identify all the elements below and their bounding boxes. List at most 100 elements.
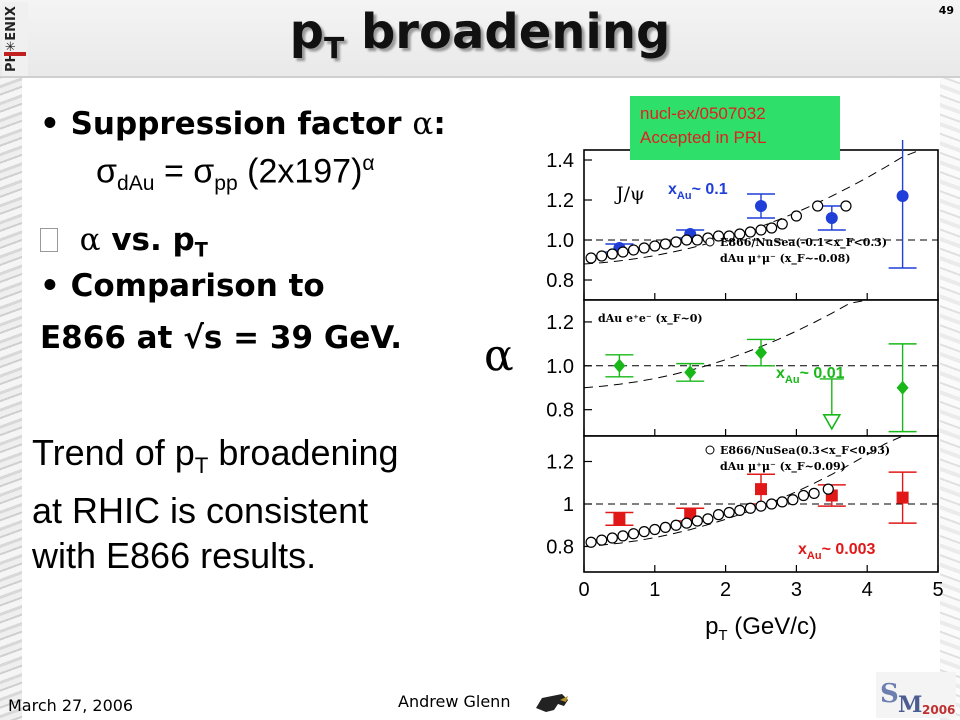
xau-label-3: xAu~ 0.003 [798, 541, 876, 562]
data-point-square [896, 491, 909, 504]
data-point-open-circle [659, 521, 672, 533]
footer-author: Andrew Glenn [398, 692, 511, 711]
x-tick-label: 1 [649, 579, 660, 601]
data-point-open-circle [606, 248, 618, 260]
legend-entry: dAu μ⁺μ⁻ (x_F~-0.08) [720, 252, 850, 266]
legend-entry: dAu e⁺e⁻ (x_F~0) [598, 312, 703, 326]
reference-box: nucl-ex/0507032 Accepted in PRL [630, 96, 840, 160]
y-tick-label: 1.0 [546, 230, 574, 252]
data-point-square [755, 483, 767, 496]
data-point-open-circle [808, 487, 820, 499]
data-point-open-circle [627, 528, 640, 540]
data-point-circle [825, 212, 838, 224]
data-point-open-circle [649, 523, 661, 536]
trend-line-2: at RHIC is consistent [32, 489, 369, 531]
slide-number: 49 [938, 4, 954, 17]
y-tick-label: 1.2 [546, 312, 574, 334]
data-point-open-circle [755, 500, 767, 512]
title-band [0, 0, 960, 78]
data-point-open-circle [755, 224, 767, 236]
data-point-open-circle [585, 252, 597, 264]
data-point-diamond [896, 380, 909, 395]
y-tick-label: 1.2 [546, 190, 574, 212]
bullet-alpha-vs-pt: α vs. pT [40, 222, 208, 262]
data-point-diamond [613, 358, 626, 373]
data-point-open-circle [766, 222, 778, 234]
data-point-diamond [755, 345, 767, 360]
data-point-open-circle [776, 496, 788, 508]
bullet-suppression-factor: • Suppression factor α: [40, 106, 446, 142]
y-tick-label: 0.8 [546, 270, 574, 292]
data-point-open-circle [617, 530, 629, 542]
data-point-open-circle [638, 242, 650, 254]
right-marble-border [940, 0, 960, 720]
data-point-open-circle [776, 218, 788, 230]
bullet-comparison: • Comparison to [40, 268, 325, 304]
data-point-open-circle [812, 200, 824, 212]
reference-status: Accepted in PRL [640, 128, 767, 147]
svg-text:M: M [898, 692, 922, 718]
data-point-open-circle [734, 228, 746, 240]
left-marble-border [0, 0, 22, 720]
data-point-open-circle [585, 536, 597, 548]
y-axis-symbol: α [484, 330, 514, 381]
data-point-open-circle [840, 200, 852, 212]
data-point-open-circle [681, 517, 693, 529]
x-axis-title: pT (GeV/c) [705, 613, 817, 644]
legend-entry: E866/NuSea(0.3<x_F<0.93) [720, 444, 890, 458]
y-tick-label: 0.8 [546, 537, 574, 559]
legend-marker-open-circle [705, 445, 715, 455]
sqm2006-logo-icon: S M 2006 [876, 672, 956, 718]
trend-line-3: with E866 results. [32, 534, 317, 576]
data-point-open-circle [744, 226, 756, 238]
data-point-circle [896, 190, 909, 202]
legend-entry: dAu μ⁺μ⁻ (x_F~0.09) [720, 460, 846, 474]
data-point-open-circle [790, 210, 802, 222]
data-point-open-triangle-down [822, 414, 842, 431]
data-point-open-circle [681, 234, 693, 246]
data-point-open-circle [596, 250, 608, 262]
data-point-open-circle [822, 483, 834, 495]
y-tick-label: 1.4 [546, 150, 574, 172]
data-point-open-circle [702, 513, 714, 525]
panel-frame-2 [583, 299, 939, 437]
data-point-open-circle [627, 244, 640, 256]
missing-glyph-icon [40, 228, 58, 252]
trend-line-1: Trend of pT broadening [32, 432, 399, 478]
data-point-open-circle [670, 236, 682, 248]
data-point-open-circle [744, 502, 756, 514]
x-tick-label: 0 [578, 579, 589, 601]
svg-text:S: S [880, 679, 899, 709]
slide-title: pT broadening [289, 4, 671, 67]
data-point-open-circle [734, 504, 746, 516]
x-tick-label: 2 [720, 579, 731, 601]
phenix-logo-icon: PH✳ENIX [2, 2, 28, 76]
jpsi-label: J/ψ [614, 183, 645, 205]
alpha-vs-pt-chart: 0.8 1.0 1.2 1.4 E866/NuSea(-0.1<x_F<0.3) dAu … [546, 140, 944, 644]
xau-label-1: xAu~ 0.1 [668, 181, 728, 202]
xau-label-2: xAu~ 0.01 [776, 365, 845, 386]
data-point-open-circle [638, 526, 650, 538]
data-point-open-circle [787, 494, 799, 506]
svg-text:2006: 2006 [922, 703, 955, 717]
data-point-open-circle [596, 534, 608, 546]
y-tick-label: 1.0 [546, 356, 574, 378]
trend-statement: Trend of pT broadening at RHIC is consis… [32, 430, 492, 578]
data-point-open-circle [712, 509, 725, 521]
y-tick-label: 1.2 [546, 452, 574, 474]
legend-entry: E866/NuSea(-0.1<x_F<0.3) [720, 236, 887, 250]
legend-marker-open-circle [705, 237, 715, 247]
data-point-open-circle [723, 230, 735, 242]
x-tick-label: 5 [932, 579, 943, 601]
bullet-e866: E866 at √s = 39 GeV. [40, 320, 403, 356]
data-point-open-circle [691, 515, 703, 527]
buffalo-logo-icon [536, 694, 568, 712]
data-point-open-circle [649, 240, 661, 252]
suppression-formula: σdAu = σpp (2x197)α [96, 152, 375, 196]
data-point-open-circle [766, 498, 778, 510]
data-point-open-circle [691, 234, 703, 246]
data-point-open-circle [606, 532, 618, 544]
data-point-open-circle [670, 519, 682, 531]
reference-arxiv: nucl-ex/0507032 [640, 104, 766, 123]
data-point-open-circle [723, 506, 735, 519]
